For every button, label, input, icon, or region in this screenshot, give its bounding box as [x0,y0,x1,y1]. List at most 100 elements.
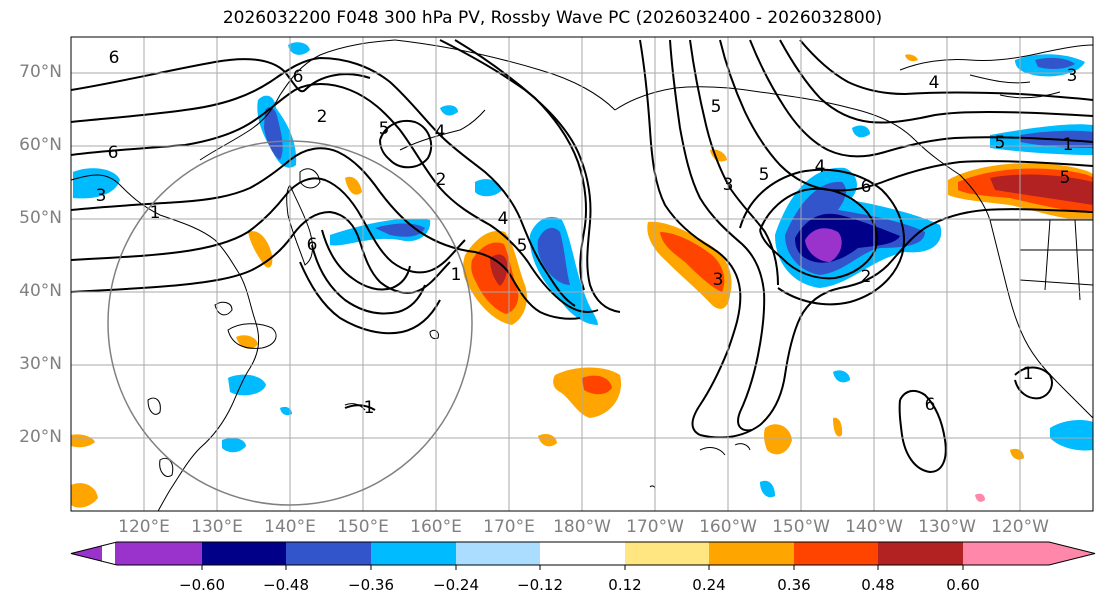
colorbar-outline [70,541,1096,566]
positive-anomaly-region [990,174,1093,205]
pv-contours [71,39,1093,474]
contour-label: 4 [929,73,940,93]
positive-anomaly-region [71,483,98,508]
positive-anomaly-region [763,424,792,455]
lon-label: 170°W [626,517,684,537]
map-title: 2026032200 F048 300 hPa PV, Rossby Wave … [222,8,883,28]
contour-label: 3 [713,270,724,290]
lon-label: 140°W [845,517,903,537]
contour-label: 5 [379,119,390,139]
contour-label: 4 [498,209,509,229]
lon-label: 150°W [772,517,830,537]
positive-anomaly-region [248,231,273,268]
lon-label: 170°E [483,517,535,537]
contour-label: 6 [307,235,318,255]
positive-anomaly-region [582,375,612,395]
colorbar-swatch [456,542,541,565]
negative-anomaly-region [760,480,775,498]
colorbar-swatch [540,542,626,565]
colorbar-swatch [71,542,202,565]
pv-anomaly-shading [71,42,1093,508]
negative-anomaly-region [805,228,842,262]
reference-circle [107,140,473,506]
contour-label: 5 [995,133,1006,153]
contour-label: 3 [723,175,734,195]
colorbar-tick-label: −0.24 [433,576,479,594]
lon-label: 180°W [553,517,611,537]
colorbar-tick-label: −0.60 [179,576,225,594]
colorbar-swatch [878,542,964,565]
contour-label: 5 [1060,168,1071,188]
colorbar-swatch [625,542,710,565]
negative-anomaly-region [280,406,292,416]
lon-label: 160°E [410,517,462,537]
lon-label: 120°E [118,517,170,537]
negative-anomaly-region [1035,57,1075,69]
colorbar-tick-label: 0.60 [946,576,980,594]
negative-anomaly-region [440,105,458,116]
lat-label: 30°N [19,354,62,374]
negative-anomaly-region [222,438,246,453]
contour-label: 3 [1067,66,1078,86]
contour-label: 6 [861,177,872,197]
negative-anomaly-region [73,168,120,199]
positive-anomaly-region [236,335,258,349]
lon-label: 140°E [264,517,316,537]
contour-label: 5 [517,236,528,256]
positive-anomaly-region [345,176,362,195]
contour-label: 3 [96,186,107,206]
lat-label: 50°N [19,208,62,228]
colorbar-tick-label: 0.48 [861,576,895,594]
colorbar-tick-label: 0.36 [777,576,811,594]
contour-label: 2 [317,107,328,127]
contour-label: 5 [711,97,722,117]
map-frame [70,36,1094,512]
colorbar-tick-label: 0.12 [608,576,642,594]
lat-label: 60°N [19,135,62,155]
negative-anomaly-region [852,125,870,138]
contour-label: 6 [108,143,119,163]
colorbar [70,541,1096,570]
colorbar-swatch [286,542,372,565]
colorbar-swatch [202,542,287,565]
contour-label: 2 [861,267,872,287]
lon-label: 150°E [337,517,389,537]
lat-label: 40°N [19,281,62,301]
positive-anomaly-region [833,417,843,437]
colorbar-tick-label: 0.24 [692,576,726,594]
negative-anomaly-region [264,107,283,160]
contour-label: 2 [436,170,447,190]
colorbar-swatch [371,542,457,565]
lon-label: 130°W [918,517,976,537]
contour-label: 1 [1023,364,1034,384]
negative-anomaly-region [537,227,570,285]
negative-anomaly-region [288,42,310,55]
contour-label: 4 [435,122,446,142]
positive-anomaly-region [975,493,985,502]
negative-anomaly-region [228,374,266,396]
contour-label: 1 [451,265,462,285]
negative-anomaly-region [833,370,850,383]
lon-label: 120°W [991,517,1049,537]
contour-label: 1 [364,398,375,418]
lat-label: 20°N [19,427,62,447]
negative-anomaly-region [1050,420,1093,451]
positive-anomaly-region [490,254,508,286]
contour-label: 1 [150,203,161,223]
positive-anomaly-region [538,434,557,447]
lon-label: 130°E [191,517,243,537]
colorbar-tick-label: −0.48 [263,576,309,594]
contour-label: 5 [759,165,770,185]
positive-anomaly-region [905,54,918,62]
contour-label: 6 [293,67,304,87]
negative-anomaly-region [475,179,502,197]
contour-label: 1 [1063,135,1074,155]
colorbar-swatch [709,542,795,565]
colorbar-tick-label: −0.36 [348,576,394,594]
lat-label: 70°N [19,62,62,82]
lon-label: 160°W [699,517,757,537]
colorbar-tick-label: −0.12 [517,576,563,594]
colorbar-swatch [963,542,1095,565]
